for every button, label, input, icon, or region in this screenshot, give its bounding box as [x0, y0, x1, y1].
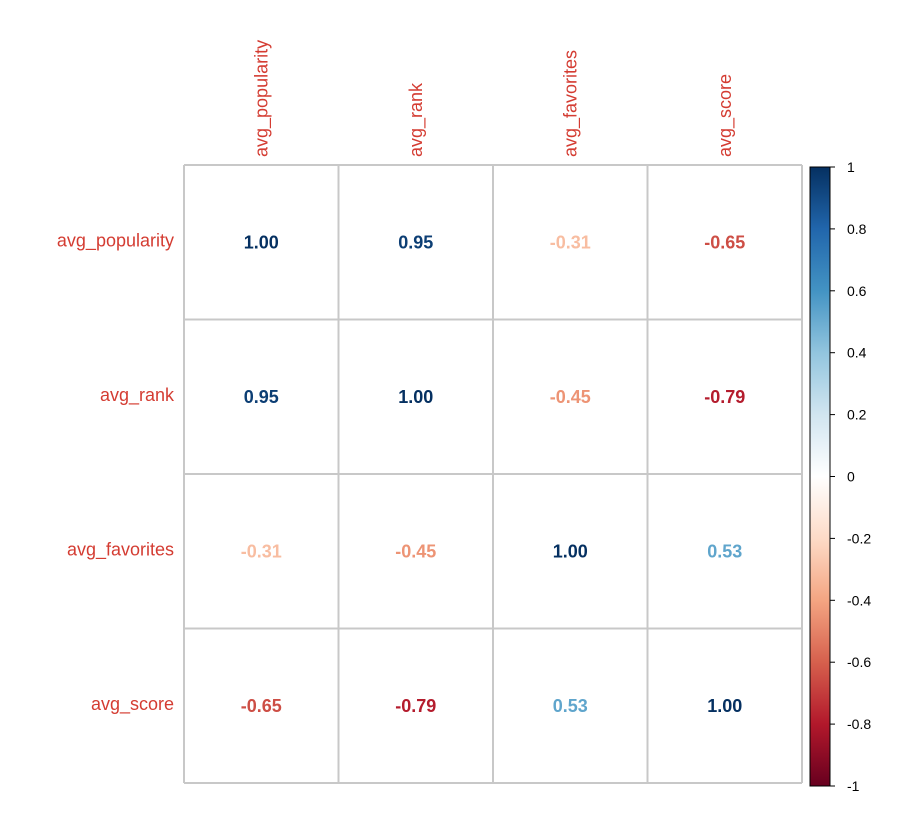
- row-label: avg_favorites: [67, 539, 174, 560]
- cell-value: -0.31: [550, 232, 591, 252]
- colorbar-gradient: [809, 166, 831, 787]
- colorbar-tick-label: 0.6: [847, 283, 867, 299]
- column-label: avg_rank: [406, 82, 427, 157]
- cell-values: 1.00 0.95 -0.31 -0.65 0.95 1.00 -0.45 -0.79 -0.3…: [241, 232, 746, 716]
- row-label: avg_score: [91, 694, 174, 715]
- colorbar-tick-label: 0: [847, 469, 855, 485]
- colorbar-tick-label: -0.2: [847, 530, 871, 546]
- colorbar-tick-label: 0.8: [847, 221, 867, 237]
- cell-value: 1.00: [398, 387, 433, 407]
- colorbar-tick-label: -0.6: [847, 654, 871, 670]
- cell-value: 0.95: [244, 387, 279, 407]
- cell-value: 1.00: [553, 541, 588, 561]
- column-label: avg_score: [715, 74, 736, 157]
- row-labels: avg_popularity avg_rank avg_favorites avg_s…: [57, 230, 175, 715]
- cell-value: 0.53: [553, 696, 588, 716]
- cell-value: -0.79: [704, 387, 745, 407]
- cell-value: 0.53: [707, 541, 742, 561]
- column-label: avg_favorites: [560, 50, 581, 157]
- cell-value: -0.45: [395, 541, 436, 561]
- colorbar-tick-label: 0.4: [847, 345, 867, 361]
- column-labels: avg_popularity avg_rank avg_favorites avg_s…: [251, 40, 736, 157]
- grid: [183, 164, 803, 784]
- cell-value: -0.65: [704, 232, 745, 252]
- cell-value: 0.95: [398, 232, 433, 252]
- colorbar-tick-label: 0.2: [847, 407, 867, 423]
- cell-value: -0.45: [550, 387, 591, 407]
- cell-value: 1.00: [244, 232, 279, 252]
- cell-value: -0.31: [241, 541, 282, 561]
- colorbar-tick-label: 1: [847, 159, 855, 175]
- column-label: avg_popularity: [251, 40, 272, 157]
- colorbar: 1 0.8 0.6 0.4 0.2 0 -0.2 -0.4 -0.6 -0.8 -1: [809, 159, 871, 794]
- colorbar-tick-label: -0.4: [847, 592, 871, 608]
- colorbar-tick-label: -0.8: [847, 716, 871, 732]
- colorbar-tick-label: -1: [847, 778, 860, 794]
- row-label: avg_popularity: [57, 230, 174, 251]
- row-label: avg_rank: [100, 385, 175, 406]
- cell-value: -0.79: [395, 696, 436, 716]
- cell-value: 1.00: [707, 696, 742, 716]
- cell-value: -0.65: [241, 696, 282, 716]
